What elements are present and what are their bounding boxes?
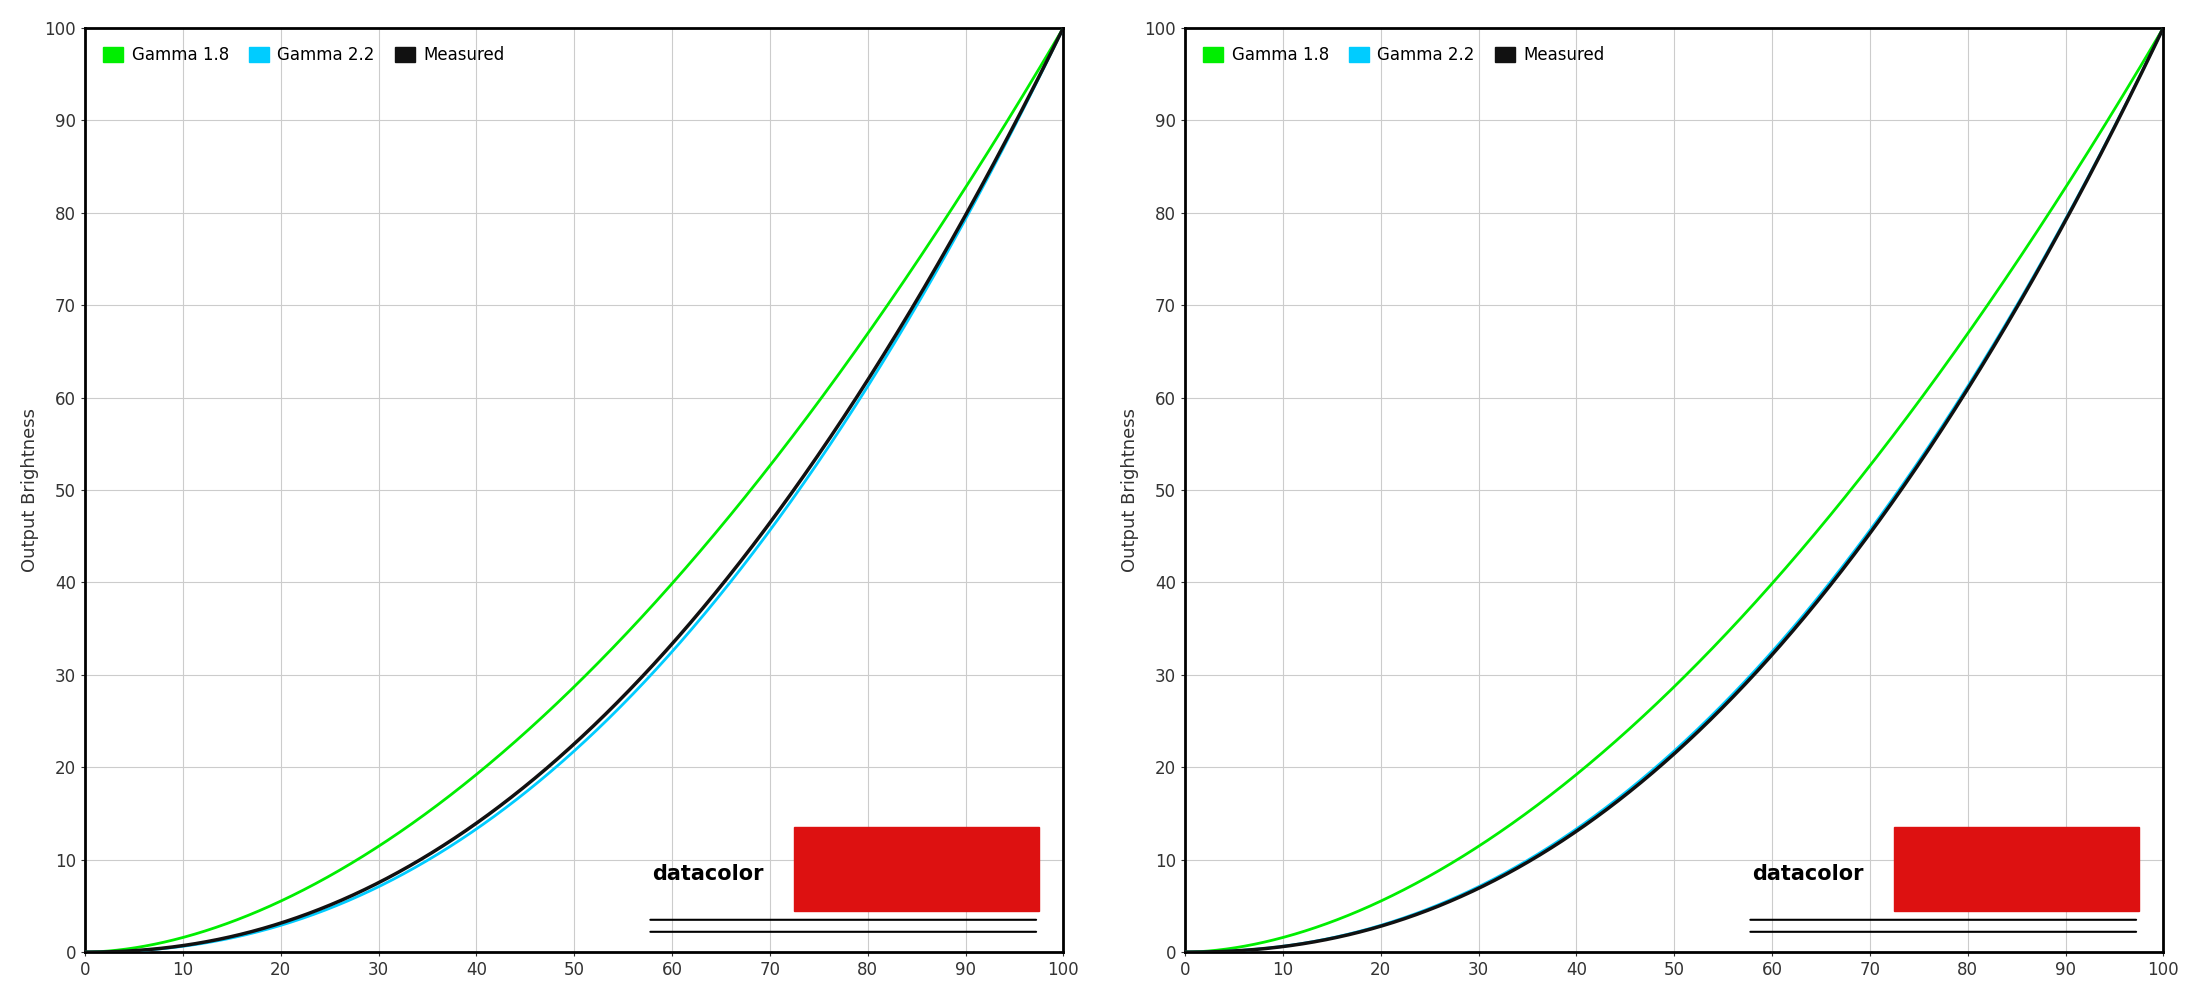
Y-axis label: Output Brightness: Output Brightness	[20, 408, 40, 572]
Legend: Gamma 1.8, Gamma 2.2, Measured: Gamma 1.8, Gamma 2.2, Measured	[1192, 36, 1615, 74]
Text: datacolor: datacolor	[653, 864, 763, 884]
Bar	[794, 827, 1038, 911]
Bar	[1894, 827, 2138, 911]
Legend: Gamma 1.8, Gamma 2.2, Measured: Gamma 1.8, Gamma 2.2, Measured	[92, 36, 515, 74]
Text: datacolor: datacolor	[1753, 864, 1863, 884]
Y-axis label: Output Brightness: Output Brightness	[1120, 408, 1140, 572]
